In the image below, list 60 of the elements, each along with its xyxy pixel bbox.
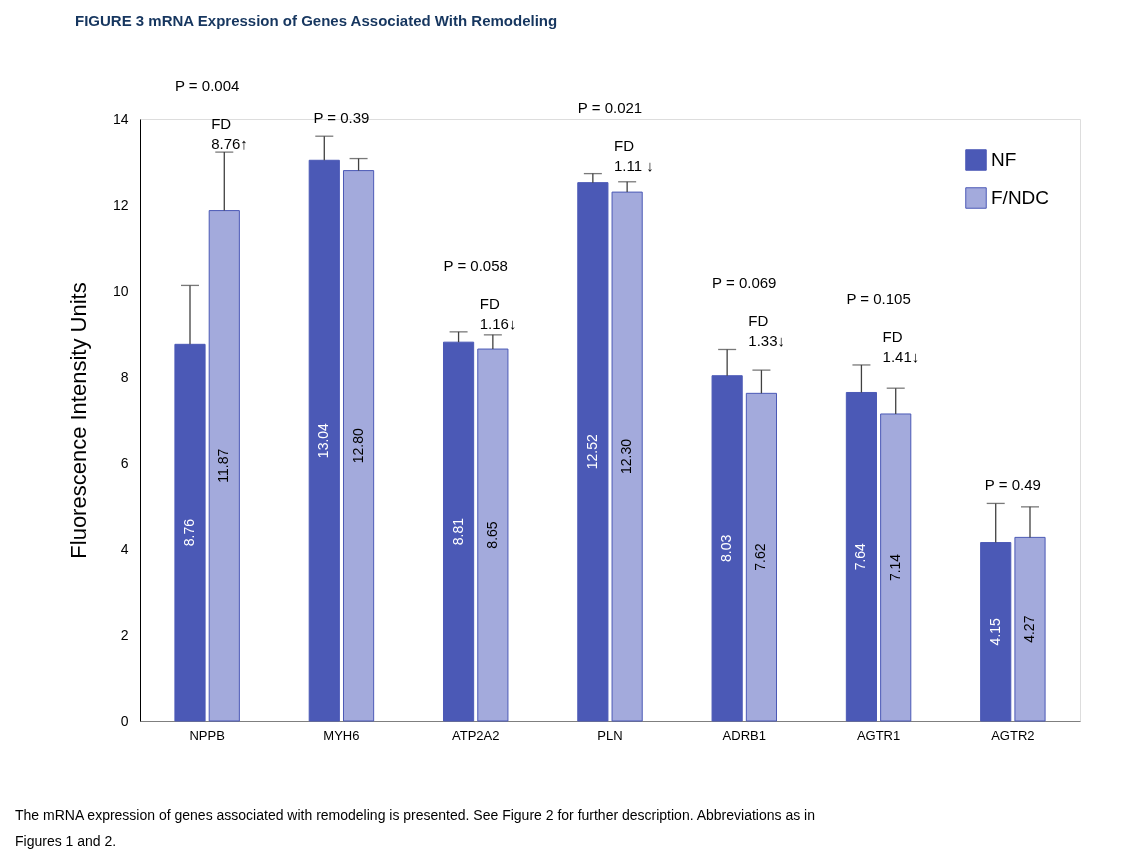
- data-label: 8.76: [181, 518, 197, 547]
- y-tick-label: 12: [112, 196, 129, 213]
- bar: [577, 182, 609, 722]
- annotation: FD 1.41↓: [882, 327, 920, 365]
- bar: [611, 191, 643, 722]
- y-tick-label: 8: [120, 368, 129, 385]
- data-label: 4.27: [1021, 615, 1037, 643]
- x-tick-label: NPPB: [189, 727, 225, 743]
- legend-label: F/NDC: [991, 187, 1050, 208]
- annotation: P = 0.105: [846, 289, 911, 307]
- x-tick-label: AGTR2: [991, 727, 1035, 743]
- y-tick-label: 6: [120, 454, 129, 471]
- x-tick-label: ADRB1: [722, 727, 766, 743]
- annotation: P = 0.49: [984, 476, 1041, 494]
- text: P = 0.021: [577, 98, 643, 116]
- text: P = 0.004: [174, 77, 240, 95]
- legend-label: NF: [991, 149, 1017, 170]
- bar: [308, 159, 340, 722]
- bar: [745, 392, 778, 722]
- data-label: 8.81: [449, 517, 466, 546]
- data-label: 4.15: [986, 617, 1003, 646]
- y-tick-label: 10: [112, 282, 129, 299]
- text: The mRNA expression of genes associated with remodeling is presented. See Figure 2 for further description. Abbreviations as in Figures 1 and 2.: [15, 807, 815, 849]
- bar: [208, 210, 240, 722]
- y-tick-label: 14: [112, 110, 129, 127]
- bar: [980, 542, 1012, 722]
- x-tick-label: AGTR1: [856, 727, 901, 743]
- bar: [477, 348, 509, 722]
- bar: [880, 413, 912, 722]
- annotation: FD 1.16↓: [479, 294, 517, 332]
- y-tick-label: 4: [120, 540, 129, 557]
- data-label: 11.87: [215, 448, 232, 483]
- bar: [845, 391, 878, 722]
- data-label: 13.04: [315, 422, 332, 459]
- data-label: 7.64: [852, 542, 869, 571]
- data-label: 7.14: [886, 553, 903, 582]
- x-tick-label: MYH6: [323, 727, 360, 743]
- annotation: FD 1.11 ↓: [614, 136, 654, 174]
- annotation: P = 0.069: [712, 274, 777, 292]
- data-label: 7.62: [752, 543, 769, 571]
- y-tick-label: 2: [120, 626, 129, 643]
- chart-title: FIGURE 3 mRNA Expression of Genes Associated With Remodeling: [75, 12, 558, 30]
- bar: [342, 170, 375, 722]
- bar: [442, 341, 475, 722]
- annotation: P = 0.058: [443, 256, 508, 274]
- annotation: FD 8.76↑: [211, 115, 248, 153]
- data-label: 12.30: [618, 438, 635, 475]
- data-label: 12.52: [583, 434, 600, 470]
- data-label: 8.65: [483, 521, 500, 549]
- data-label: 8.03: [718, 534, 735, 562]
- x-tick-label: PLN: [597, 727, 623, 743]
- data-label: 12.80: [349, 428, 366, 464]
- x-tick-label: ATP2A2: [451, 727, 500, 743]
- bar: [711, 375, 743, 722]
- bar: [1014, 536, 1046, 722]
- y-tick-label: 0: [120, 712, 129, 729]
- annotation: FD 1.33↓: [748, 312, 785, 350]
- annotation: P = 0.39: [313, 109, 370, 127]
- bar: [174, 343, 206, 722]
- y-axis-title: Fluorescence Intensity Units: [65, 282, 91, 559]
